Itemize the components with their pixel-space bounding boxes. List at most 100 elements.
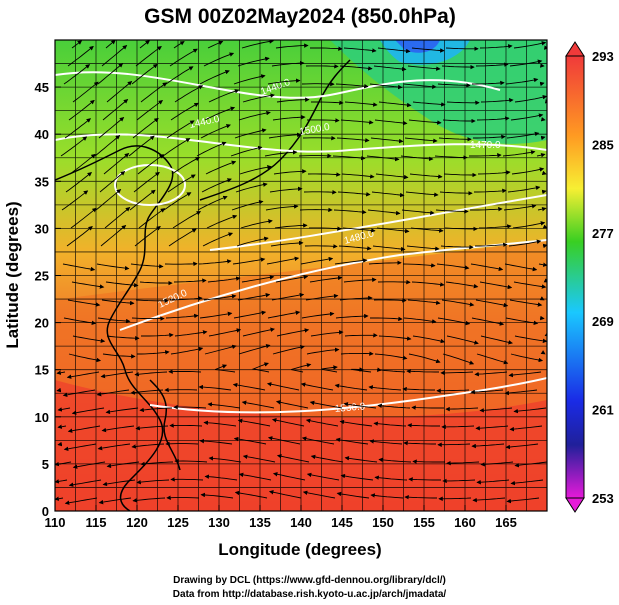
streamline (174, 330, 208, 337)
streamline (165, 66, 194, 85)
streamline (301, 436, 335, 445)
colorbar-label: 253 (592, 491, 614, 506)
streamline (408, 477, 441, 482)
streamline (436, 388, 470, 393)
streamline (368, 385, 402, 391)
streamline (445, 406, 479, 412)
x-tick-label: 110 (45, 515, 66, 530)
streamline (444, 226, 478, 232)
streamline (305, 293, 339, 301)
streamline (321, 365, 338, 373)
streamline (168, 228, 197, 247)
streamline (513, 407, 547, 414)
streamline (445, 281, 479, 289)
y-tick-label: 5 (42, 457, 49, 472)
x-tick-label: 160 (454, 515, 476, 530)
y-axis-label: Latitude (degrees) (3, 201, 22, 348)
streamline (369, 439, 403, 445)
streamline (343, 47, 377, 53)
streamline (472, 80, 505, 86)
streamline (96, 263, 130, 271)
streamline (344, 456, 378, 463)
streamline (272, 472, 306, 481)
streamline (406, 245, 440, 251)
streamline (378, 457, 412, 463)
streamline (134, 371, 168, 377)
streamline (270, 240, 304, 247)
streamline (162, 138, 191, 157)
streamline (170, 346, 204, 355)
colorbar-bottom-arrow (565, 497, 585, 513)
streamline (132, 117, 159, 139)
streamline (97, 317, 131, 324)
streamline (56, 387, 62, 393)
lat-lon-grid (55, 40, 547, 511)
streamline (102, 353, 136, 359)
streamline (128, 135, 155, 157)
streamline (236, 236, 269, 247)
streamline (376, 227, 410, 234)
streamline (70, 207, 97, 229)
streamline (400, 155, 434, 162)
streamline (271, 60, 305, 67)
streamline (311, 100, 344, 105)
streamline (337, 191, 371, 197)
x-tick-label: 135 (249, 515, 271, 530)
streamline (300, 382, 334, 391)
streamline (137, 350, 170, 355)
contour-line (55, 133, 547, 153)
streamline (475, 62, 509, 67)
streamline (232, 257, 266, 265)
streamline (166, 120, 195, 139)
streamline (198, 259, 232, 265)
streamline (100, 371, 134, 379)
streamline (446, 335, 479, 345)
streamline (344, 101, 378, 107)
y-tick-label: 0 (42, 504, 49, 519)
streamline (233, 310, 267, 319)
streamline (479, 281, 513, 290)
streamline (72, 81, 99, 103)
streamline (60, 136, 88, 157)
streamline (403, 317, 437, 324)
streamline (201, 178, 232, 193)
streamline (539, 81, 545, 87)
streamline (63, 64, 91, 85)
streamline (242, 327, 275, 337)
streamline (204, 344, 237, 355)
streamline (438, 137, 472, 142)
streamline (133, 171, 160, 193)
streamline (412, 335, 446, 344)
streamline (308, 226, 342, 231)
streamline (406, 369, 439, 374)
streamline (237, 292, 271, 301)
streamline (480, 98, 514, 103)
streamline (309, 275, 343, 283)
streamline (303, 189, 337, 195)
streamline (104, 207, 131, 229)
cold-region (330, 40, 547, 144)
streamline (343, 277, 377, 283)
streamline (442, 353, 475, 365)
streamline (64, 118, 91, 139)
streamline (536, 152, 546, 158)
streamline (275, 400, 309, 409)
streamline (165, 313, 199, 319)
streamline (351, 367, 372, 373)
streamline (437, 83, 471, 88)
streamline (64, 497, 98, 505)
streamline (291, 363, 312, 373)
colorbar-label: 293 (592, 49, 614, 64)
streamline (504, 389, 538, 396)
streamline (377, 47, 411, 54)
streamline (405, 191, 439, 197)
streamline (408, 119, 442, 125)
streamline (371, 191, 405, 198)
streamline (332, 155, 366, 161)
streamline (469, 153, 502, 158)
streamline (239, 165, 272, 175)
streamline (241, 40, 274, 49)
streamline (378, 335, 412, 341)
streamline (373, 65, 407, 72)
streamline (129, 189, 156, 211)
